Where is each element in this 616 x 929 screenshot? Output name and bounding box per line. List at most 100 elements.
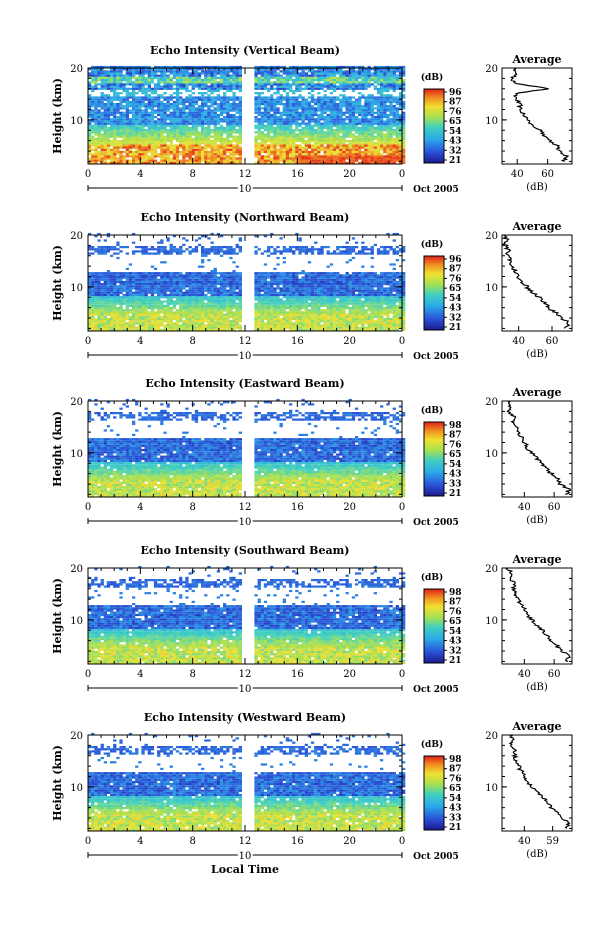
heatmap-cell — [304, 146, 308, 149]
heatmap-cell — [358, 87, 362, 90]
heatmap-cell — [179, 313, 183, 316]
heatmap-cell — [191, 122, 195, 125]
heatmap-cell — [260, 98, 264, 101]
heatmap-cell — [188, 144, 192, 147]
heatmap-cell — [336, 153, 340, 156]
heatmap-cell — [191, 65, 195, 69]
heatmap-cell — [348, 124, 352, 127]
heatmap-cell — [163, 155, 167, 158]
heatmap-cell — [210, 161, 214, 164]
heatmap-cell — [301, 83, 305, 86]
heatmap-cell — [166, 98, 170, 101]
heatmap-cell — [185, 107, 189, 110]
heatmap-cell — [310, 309, 315, 312]
heatmap-cell — [150, 126, 155, 130]
heatmap-cell — [395, 103, 399, 106]
heatmap-cell — [191, 322, 195, 325]
heatmap-cell — [402, 133, 406, 136]
heatmap-cell — [317, 109, 321, 112]
heatmap-cell — [119, 326, 123, 329]
heatmap-cell — [307, 140, 312, 143]
heatmap-cell — [267, 309, 271, 312]
heatmap-cell — [110, 76, 114, 79]
heatmap-cell — [207, 137, 211, 140]
heatmap-cell — [223, 307, 227, 310]
heatmap-cell — [153, 140, 158, 143]
heatmap-cell — [298, 124, 302, 127]
heatmap-cell — [370, 126, 374, 130]
heatmap-cell — [172, 317, 177, 321]
heatmap-cell — [273, 103, 277, 106]
heatmap-cell — [201, 150, 205, 154]
heatmap-cell — [292, 157, 296, 160]
heatmap-cell — [185, 320, 189, 323]
heatmap-cell — [141, 322, 145, 325]
heatmap-cell — [157, 309, 161, 312]
heatmap-cell — [317, 81, 321, 84]
heatmap-cell — [310, 317, 315, 321]
heatmap-cell — [342, 146, 346, 149]
heatmap-cell — [100, 317, 104, 321]
heatmap-cell — [97, 311, 101, 314]
heatmap-cell — [301, 133, 305, 136]
heatmap-cell — [358, 140, 362, 143]
heatmap-cell — [160, 131, 164, 134]
heatmap-cell — [141, 98, 145, 101]
heatmap-cell — [153, 326, 158, 329]
heatmap-cell — [329, 120, 334, 123]
heatmap-cell — [103, 146, 107, 149]
heatmap-cell — [157, 65, 161, 69]
heatmap-cell — [376, 148, 381, 151]
heatmap-cell — [389, 157, 393, 160]
heatmap-cell — [204, 142, 208, 145]
heatmap-cell — [201, 328, 205, 331]
heatmap-cell — [235, 85, 239, 88]
heatmap-cell — [348, 133, 352, 136]
heatmap-cell — [182, 87, 186, 90]
heatmap-cell — [314, 153, 318, 156]
heatmap-cell — [292, 137, 296, 140]
heatmap-cell — [402, 72, 406, 75]
heatmap-cell — [175, 133, 180, 136]
heatmap-cell — [383, 157, 387, 160]
heatmap-cell — [342, 129, 346, 132]
heatmap-cell — [370, 68, 374, 71]
heatmap-cell — [361, 315, 365, 318]
heatmap-cell — [100, 153, 104, 156]
heatmap-cell — [389, 74, 393, 77]
heatmap-cell — [141, 161, 145, 164]
heatmap-cell — [182, 85, 186, 88]
heatmap-cell — [351, 118, 356, 121]
heatmap-cell — [348, 113, 352, 117]
heatmap-cell — [351, 150, 356, 154]
heatmap-cell — [229, 109, 233, 112]
heatmap-cell — [310, 157, 315, 160]
heatmap-cell — [116, 311, 120, 314]
heatmap-cell — [310, 107, 315, 110]
heatmap-cell — [201, 96, 205, 99]
heatmap-cell — [160, 324, 164, 327]
heatmap-cell — [135, 311, 139, 314]
heatmap-cell — [267, 315, 271, 318]
heatmap-cell — [307, 146, 312, 149]
heatmap-cell — [144, 70, 148, 73]
heatmap-cell — [364, 328, 368, 331]
heatmap-cell — [163, 142, 167, 145]
heatmap-cell — [317, 96, 321, 99]
heatmap-cell — [304, 107, 308, 110]
heatmap-cell — [226, 116, 230, 119]
heatmap-cell — [383, 137, 387, 140]
heatmap-cell — [254, 79, 258, 82]
heatmap-cell — [380, 155, 384, 158]
heatmap-cell — [238, 313, 242, 316]
heatmap-cell — [179, 317, 183, 321]
heatmap-cell — [336, 122, 340, 125]
heatmap-cell — [380, 107, 384, 110]
heatmap-cell — [172, 155, 177, 158]
heatmap-cell — [219, 161, 224, 164]
heatmap-cell — [201, 107, 205, 110]
heatmap-cell — [273, 126, 277, 130]
heatmap-cell — [106, 94, 111, 97]
heatmap-cell — [370, 109, 374, 112]
heatmap-cell — [194, 137, 199, 140]
